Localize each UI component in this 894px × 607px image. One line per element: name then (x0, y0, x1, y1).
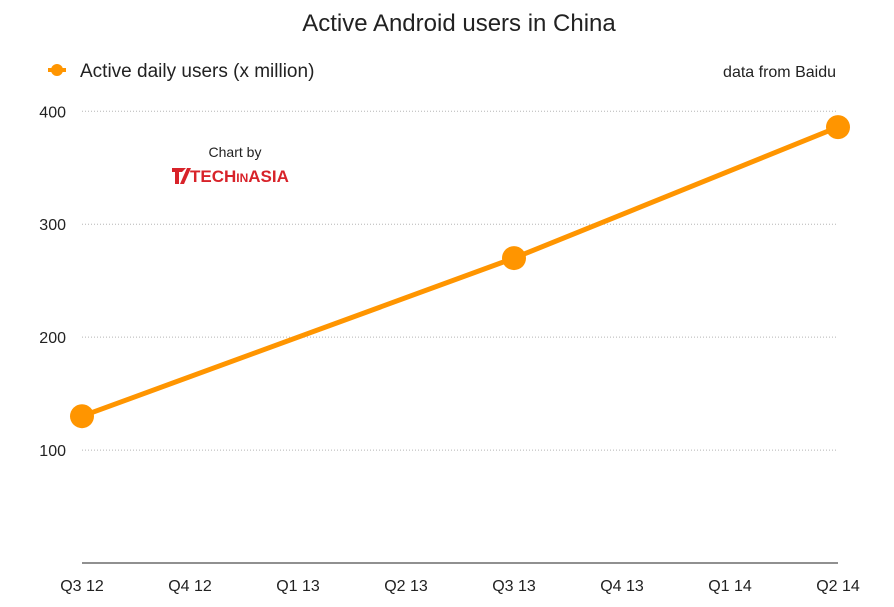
x-tick-labels: Q3 12 Q4 12 Q1 13 Q2 13 Q3 13 Q4 13 Q1 14 Q2 14 (60, 578, 860, 595)
y-tick-label: 400 (39, 104, 66, 121)
y-tick-label: 100 (39, 443, 66, 460)
logo-wordmark: TECHINASIA (190, 167, 289, 186)
credit-label: Chart by (209, 144, 262, 160)
x-tick-label: Q2 13 (384, 578, 428, 595)
x-tick-label: Q4 13 (600, 578, 644, 595)
chart-title: Active Android users in China (302, 10, 616, 37)
logo-mark-icon (172, 168, 186, 184)
x-tick-label: Q3 12 (60, 578, 104, 595)
x-tick-label: Q2 14 (816, 578, 860, 595)
series-active-daily-users (70, 115, 850, 429)
legend-label: Active daily users (x million) (80, 61, 314, 82)
legend-marker (51, 64, 63, 76)
logo-part-tech: TECH (190, 167, 236, 186)
x-tick-label: Q1 14 (708, 578, 752, 595)
data-point (70, 404, 94, 429)
x-tick-label: Q3 13 (492, 578, 536, 595)
chart-credit: Chart by TECHINASIA (172, 144, 289, 186)
gridlines (82, 110, 838, 451)
legend: Active daily users (x million) (48, 61, 314, 82)
y-tick-label: 300 (39, 217, 66, 234)
data-point (826, 115, 850, 140)
source-note: data from Baidu (723, 64, 836, 81)
logo-mark-slash-icon (180, 168, 191, 184)
logo-part-asia: ASIA (248, 167, 289, 186)
x-tick-label: Q4 12 (168, 578, 212, 595)
x-tick-label: Q1 13 (276, 578, 320, 595)
logo-part-in: IN (236, 171, 248, 185)
techinasia-logo: TECHINASIA (172, 167, 289, 186)
y-tick-label: 200 (39, 330, 66, 347)
y-tick-labels: 100 200 300 400 (39, 104, 66, 460)
data-point (502, 246, 526, 271)
